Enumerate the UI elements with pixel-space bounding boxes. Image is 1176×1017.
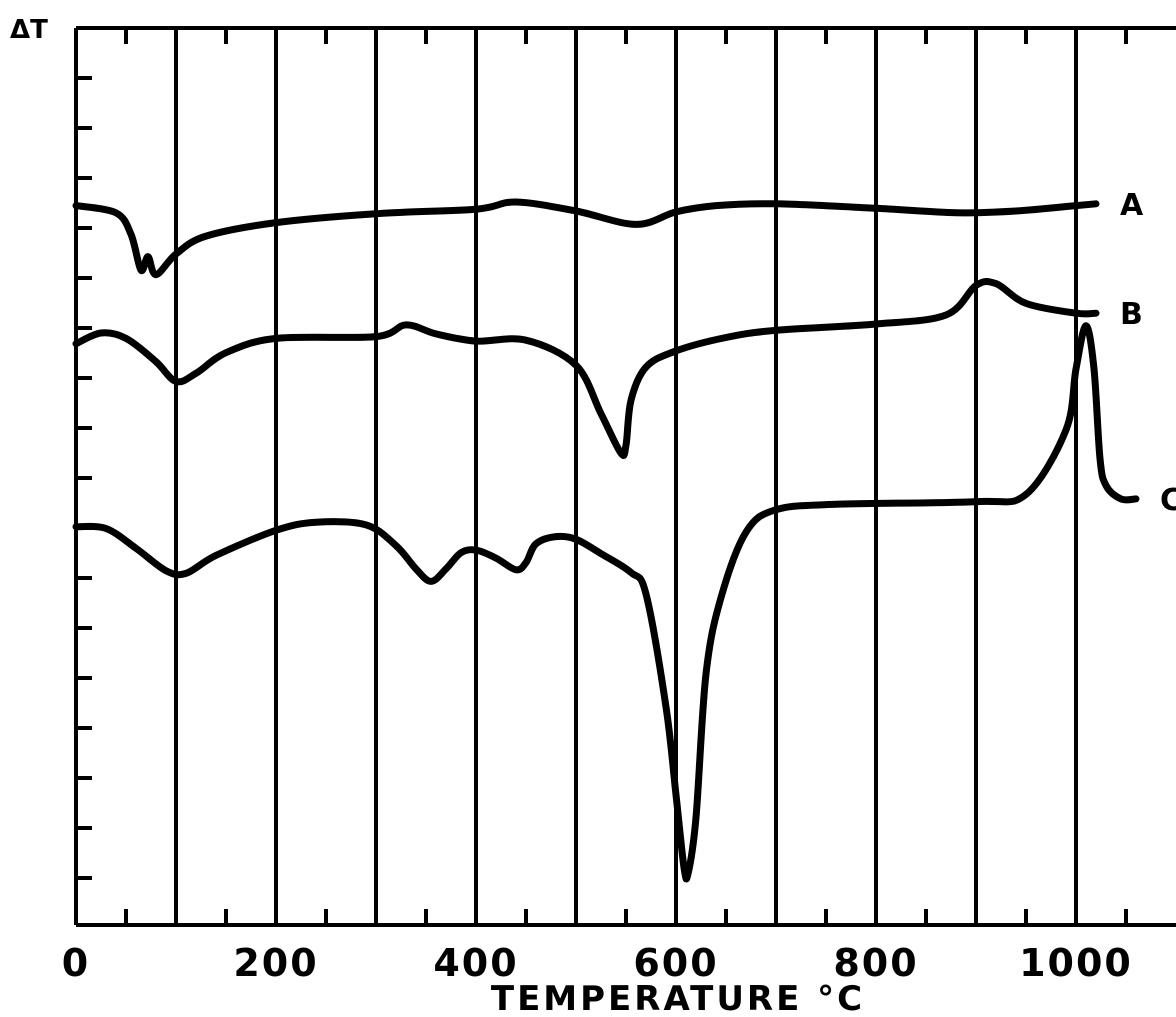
y-axis-label: ΔT: [10, 15, 48, 45]
x-tick-label-800: 800: [833, 941, 918, 985]
x-tick-label-0: 0: [62, 941, 90, 985]
curve-layer: [72, 198, 1140, 883]
curve-a: [72, 198, 1100, 279]
x-tick-label-200: 200: [233, 941, 318, 985]
series-label-c: C: [1160, 483, 1176, 518]
grid-layer: [74, 26, 1176, 927]
curve-b: [72, 277, 1100, 459]
x-tick-label-1000: 1000: [1019, 941, 1133, 985]
series-label-a: A: [1120, 188, 1144, 223]
curve-c: [72, 322, 1140, 883]
series-label-b: B: [1120, 297, 1143, 332]
x-tick-label-400: 400: [433, 941, 518, 985]
x-axis-label: TEMPERATURE °C: [491, 979, 865, 1017]
label-layer: ΔT TEMPERATURE °C 0 200 400 600 800 1000 A B C: [10, 15, 1176, 1017]
x-tick-label-600: 600: [633, 941, 718, 985]
